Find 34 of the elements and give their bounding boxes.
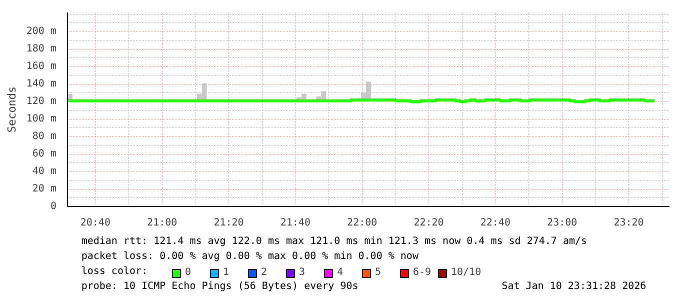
y-axis-title: Seconds <box>5 86 18 133</box>
legend-label: 4 <box>337 267 344 278</box>
y-tick-label: 60 m <box>32 148 57 160</box>
legend-label: 5 <box>375 267 382 278</box>
y-tick-label: 140 m <box>26 78 57 90</box>
x-tick-label: 22:20 <box>414 218 444 228</box>
legend-title: loss color: <box>81 266 148 277</box>
legend-label: 0 <box>185 267 192 278</box>
y-tick-label: 40 m <box>32 166 57 178</box>
legend-label: 3 <box>299 267 306 278</box>
y-tick-label: 180 m <box>26 44 57 55</box>
legend-label: 1 <box>223 267 230 278</box>
legend-label: 6-9 <box>413 267 432 278</box>
x-tick-label: 21:00 <box>147 218 178 228</box>
y-tick-label: 80 m <box>32 131 57 142</box>
text: Sat Jan 10 23:31:28 2026 <box>502 281 646 292</box>
x-tick-label: 21:40 <box>280 218 310 228</box>
x-tick-label: 20:40 <box>80 218 110 228</box>
y-tick-label: 0 <box>50 201 57 212</box>
x-tick-label: 23:00 <box>547 218 578 228</box>
x-tick-label: 22:40 <box>480 218 510 228</box>
text: median rtt: 121.4 ms avg 122.0 ms max 121.0 ms min 121.3 ms now 0.4 ms sd 274.7 am/s <box>81 236 588 247</box>
legend-label: 2 <box>261 267 268 278</box>
y-tick-label: 200 m <box>26 26 57 38</box>
y-tick-label: 20 m <box>32 184 57 195</box>
x-tick-label: 22:00 <box>347 218 378 228</box>
y-tick-label: 160 m <box>26 61 57 72</box>
x-tick-label: 21:20 <box>214 218 244 228</box>
y-tick-label: 100 m <box>26 114 57 125</box>
x-tick-label: 23:20 <box>614 218 644 228</box>
text: packet loss: 0.00 % avg 0.00 % max 0.00 % min 0.00 % now <box>81 251 420 262</box>
text: probe: 10 ICMP Echo Pings (56 Bytes) every 90s <box>81 281 358 292</box>
y-tick-label: 120 m <box>26 96 57 108</box>
legend-label: 10/10 <box>451 267 482 278</box>
